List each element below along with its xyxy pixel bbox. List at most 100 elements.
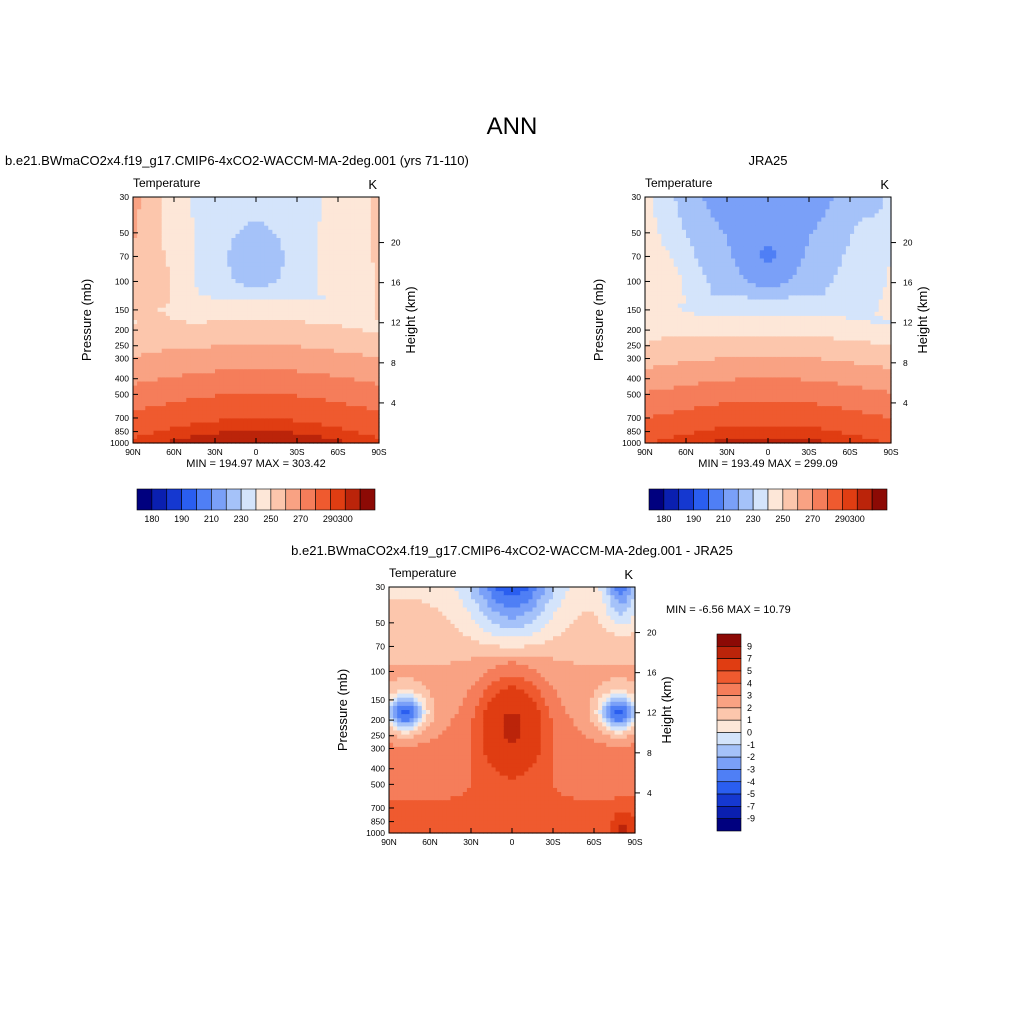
field-cell: [174, 233, 179, 239]
field-cell: [141, 434, 146, 440]
field-cell: [342, 229, 347, 235]
field-cell: [186, 324, 191, 329]
field-cell: [284, 422, 290, 428]
field-cell: [223, 356, 228, 362]
field-cell: [247, 307, 253, 313]
field-cell: [153, 369, 159, 374]
field-cell: [153, 373, 159, 378]
field-cell: [157, 217, 163, 223]
field-cell: [313, 279, 319, 284]
field-cell: [665, 266, 671, 272]
field-cell: [350, 328, 355, 333]
field-cell: [649, 197, 654, 202]
field-cell: [153, 266, 159, 272]
field-cell: [350, 274, 355, 280]
field-cell: [735, 229, 740, 235]
field-cell: [145, 270, 150, 276]
field-cell: [141, 291, 146, 296]
field-cell: [727, 274, 732, 280]
field-cell: [260, 402, 265, 407]
field-cell: [657, 365, 662, 370]
field-cell: [133, 221, 138, 227]
field-cell: [665, 430, 671, 436]
field-cell: [223, 373, 228, 378]
field-cell: [362, 438, 368, 444]
field-cell: [321, 344, 327, 350]
field-cell: [673, 303, 679, 309]
field-cell: [235, 377, 241, 383]
field-cell: [284, 406, 290, 411]
field-cell: [694, 381, 699, 387]
field-cell: [338, 385, 343, 391]
field-cell: [276, 393, 282, 399]
field-cell: [362, 365, 368, 370]
field-cell: [690, 406, 695, 411]
field-cell: [161, 344, 167, 350]
field-cell: [354, 320, 360, 325]
field-cell: [690, 254, 695, 260]
field-cell: [219, 422, 224, 428]
field-cell: [223, 299, 228, 305]
field-cell: [256, 406, 261, 411]
field-cell: [297, 418, 302, 424]
field-cell: [235, 381, 241, 387]
field-cell: [690, 361, 695, 366]
field-cell: [174, 402, 179, 407]
field-cell: [182, 418, 187, 424]
field-cell: [325, 213, 331, 219]
field-cell: [194, 336, 200, 342]
field-cell: [227, 311, 232, 317]
field-cell: [649, 356, 654, 362]
field-cell: [722, 205, 728, 210]
field-cell: [325, 438, 331, 444]
field-cell: [243, 434, 249, 440]
field-cell: [280, 377, 286, 383]
field-cell: [256, 291, 261, 296]
field-cell: [358, 311, 364, 317]
field-cell: [333, 283, 339, 288]
field-cell: [673, 430, 679, 436]
field-cell: [251, 209, 257, 214]
field-cell: [309, 254, 314, 260]
field-cell: [669, 320, 675, 325]
field-cell: [338, 373, 343, 378]
field-cell: [677, 295, 683, 301]
field-cell: [653, 303, 658, 309]
field-cell: [317, 344, 323, 350]
field-cell: [276, 418, 282, 424]
field-cell: [194, 283, 200, 288]
field-cell: [219, 213, 224, 219]
field-cell: [268, 262, 273, 268]
field-cell: [219, 311, 224, 317]
field-cell: [325, 340, 331, 346]
field-cell: [235, 385, 241, 391]
field-cell: [362, 402, 368, 407]
field-cell: [309, 369, 314, 374]
field-cell: [227, 377, 232, 383]
field-cell: [260, 233, 265, 239]
field-cell: [366, 324, 372, 329]
field-cell: [133, 209, 138, 214]
field-cell: [141, 315, 146, 321]
field-cell: [133, 217, 138, 223]
field-cell: [698, 311, 703, 317]
field-cell: [731, 434, 736, 440]
field-cell: [133, 393, 138, 399]
field-cell: [288, 377, 294, 383]
field-cell: [350, 320, 355, 325]
field-cell: [247, 373, 253, 378]
field-cell: [227, 328, 232, 333]
field-cell: [231, 299, 237, 305]
field-cell: [366, 270, 372, 276]
field-cell: [309, 283, 314, 288]
field-cell: [690, 434, 695, 440]
field-cell: [698, 393, 703, 399]
field-cell: [673, 377, 679, 383]
field-cell: [333, 438, 339, 444]
field-cell: [714, 307, 720, 313]
field-cell: [653, 311, 658, 317]
field-cell: [219, 426, 224, 432]
field-cell: [190, 311, 196, 317]
field-cell: [215, 348, 220, 354]
field-cell: [645, 274, 650, 280]
